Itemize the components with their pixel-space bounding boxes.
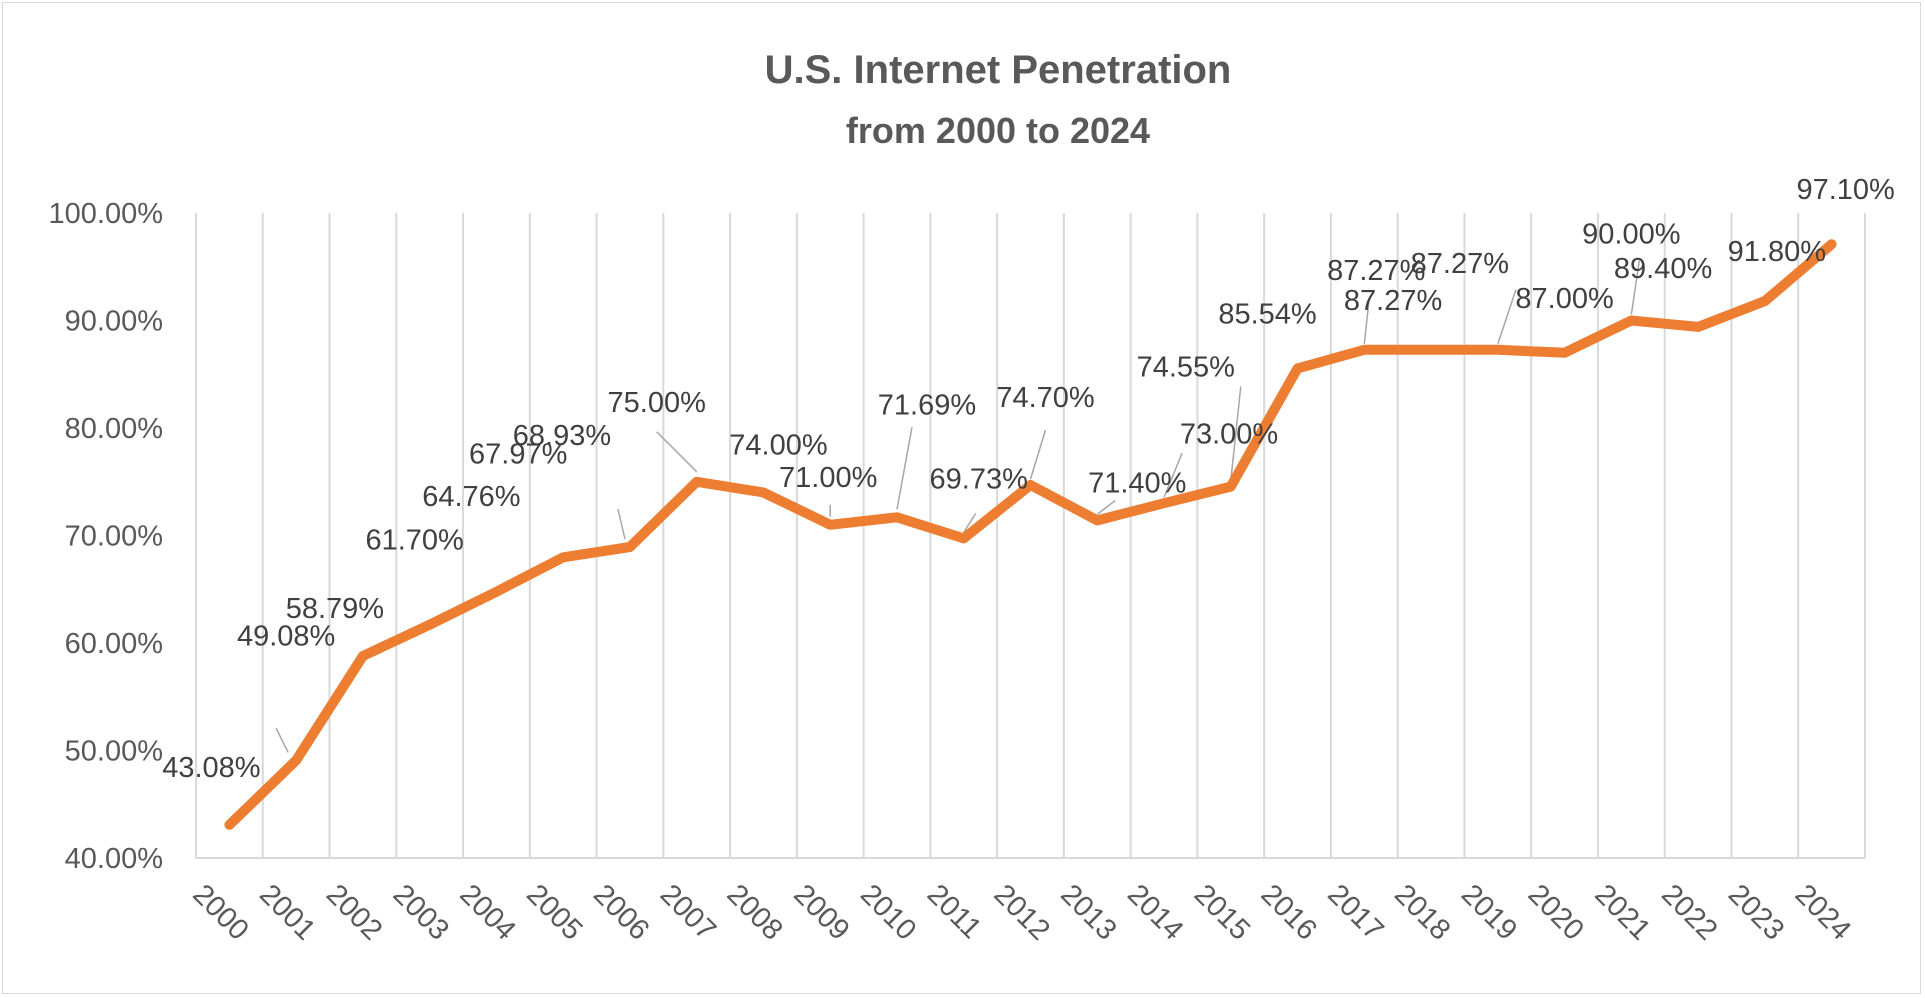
data-label: 87.27% [1344,285,1442,317]
data-label: 71.69% [878,389,976,421]
x-tick-labels: 2000200120022003200420052006200720082009… [186,878,1856,946]
data-label: 75.00% [608,387,706,419]
data-label: 74.00% [729,430,827,462]
x-tick-label: 2019 [1455,878,1523,946]
x-tick-label: 2023 [1722,878,1790,946]
x-tick-label: 2008 [721,878,789,946]
x-tick-label: 2020 [1522,878,1590,946]
x-tick-label: 2016 [1255,878,1323,946]
y-tick-labels: 40.00% 50.00% 60.00% 70.00% 80.00% 90.00% 100.… [49,198,164,875]
leader-line [275,728,289,753]
y-tick-label: 50.00% [65,736,163,768]
x-tick-label: 2022 [1655,878,1723,946]
series-line [224,239,1837,830]
x-tick-label: 2007 [654,878,722,946]
data-label: 71.40% [1088,467,1186,499]
x-tick-label: 2006 [587,878,655,946]
y-tick-label: 80.00% [65,413,163,445]
series-line-group [224,239,1837,830]
leader-line [1029,429,1047,480]
x-tick-label: 2024 [1789,878,1857,946]
leader-line [1630,260,1641,315]
leader-line [1363,297,1371,344]
chart-subtitle: from 2000 to 2024 [846,110,1150,151]
y-tick-label: 60.00% [65,628,163,660]
leader-line [896,427,913,510]
data-label: 43.08% [162,752,260,784]
data-label: 64.76% [422,481,520,513]
vertical-gridlines [195,213,1866,858]
x-tick-label: 2003 [387,878,455,946]
leader-line [1230,386,1242,481]
leader-line [617,508,626,540]
data-label: 74.55% [1137,352,1235,384]
x-tick-label: 2017 [1321,878,1389,946]
data-label: 90.00% [1582,219,1680,251]
data-label: 68.93% [513,420,611,452]
y-tick-label: 90.00% [65,306,163,338]
data-label: 61.70% [365,525,463,557]
data-label: 87.27% [1411,248,1509,280]
data-label: 87.27% [1327,255,1425,287]
x-tick-label: 2010 [854,878,922,946]
leader-line [1096,499,1116,516]
x-tick-label: 2013 [1054,878,1122,946]
x-tick-label: 2002 [320,878,388,946]
data-label: 58.79% [286,593,384,625]
data-label: 87.00% [1515,283,1613,315]
data-label: 85.54% [1218,298,1316,330]
data-label: 97.10% [1796,174,1894,206]
data-label: 49.08% [237,620,335,652]
x-tick-label: 2001 [253,878,321,946]
x-tick-label: 2009 [787,878,855,946]
x-tick-label: 2018 [1388,878,1456,946]
data-label: 73.00% [1180,418,1278,450]
data-label: 89.40% [1614,253,1712,285]
y-tick-label: 70.00% [65,521,163,553]
data-label-leader-lines [275,260,1641,753]
x-tick-label: 2011 [921,878,988,945]
data-label: 91.80% [1728,236,1826,268]
x-tick-label: 2005 [520,878,588,946]
leader-line [1497,289,1517,345]
x-tick-label: 2004 [453,878,521,946]
line-chart: U.S. Internet Penetration from 2000 to 2… [49,48,1895,947]
x-tick-label: 2021 [1588,878,1656,946]
x-tick-label: 2014 [1121,878,1189,946]
data-label: 67.97% [469,438,567,470]
chart-title: U.S. Internet Penetration [765,48,1232,92]
leader-line [963,513,977,533]
data-label: 74.70% [996,382,1094,414]
y-tick-label: 100.00% [49,198,164,230]
data-label: 69.73% [930,463,1028,495]
x-tick-label: 2015 [1188,878,1256,946]
leader-line [1163,452,1183,498]
x-tick-label: 2000 [186,878,254,946]
data-label: 71.00% [779,462,877,494]
y-tick-label: 40.00% [65,843,163,875]
leader-line [656,431,698,473]
x-tick-label: 2012 [988,878,1056,946]
data-labels: 43.08% 49.08%58.79% 61.70% 64.76% 67.97%68.9… [162,174,1895,784]
